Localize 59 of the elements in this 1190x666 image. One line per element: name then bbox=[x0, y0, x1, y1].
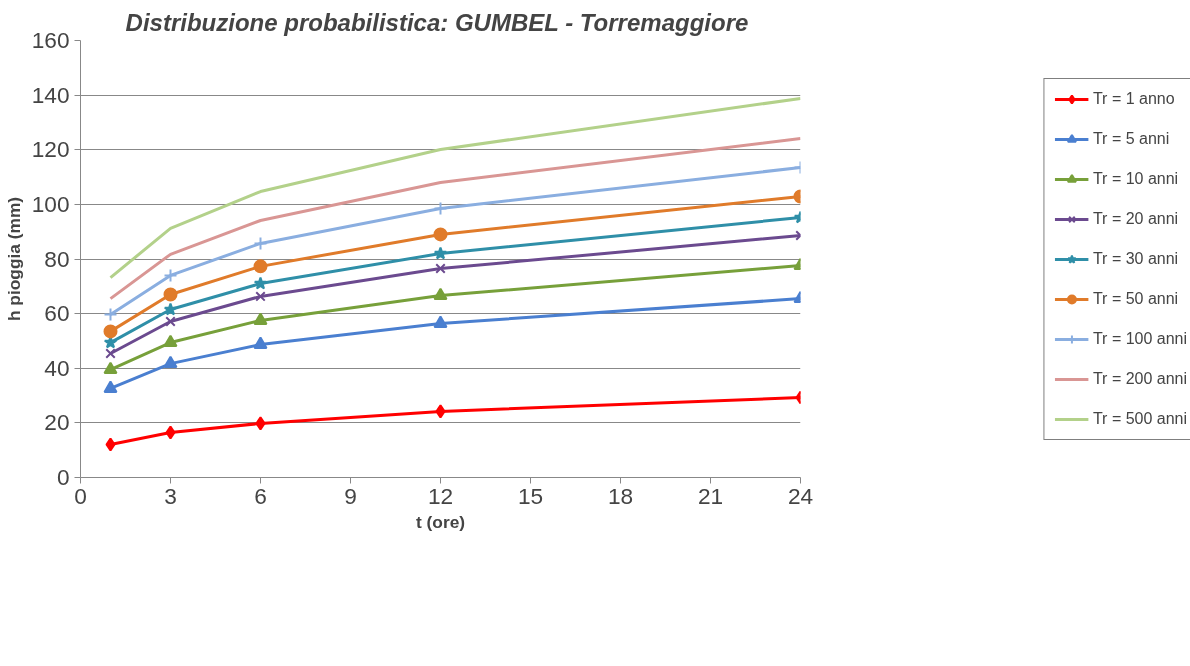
point bbox=[433, 287, 448, 301]
y-tick-label: 80 bbox=[44, 245, 70, 272]
x-tick-label: 21 bbox=[697, 482, 724, 509]
point bbox=[253, 259, 268, 274]
point bbox=[163, 268, 178, 283]
point bbox=[435, 404, 446, 419]
y-axis-title: h pioggia (mm) bbox=[3, 196, 24, 322]
line-series bbox=[109, 137, 801, 301]
x-tick-label: 24 bbox=[787, 482, 814, 509]
y-tick-label: 60 bbox=[44, 300, 70, 327]
point bbox=[255, 291, 266, 302]
x-tick-label: 9 bbox=[344, 482, 357, 509]
legend-label: Tr = 50 anni bbox=[1092, 289, 1179, 308]
point bbox=[163, 334, 178, 348]
point bbox=[435, 263, 446, 274]
y-tick-label: 120 bbox=[31, 136, 70, 163]
point bbox=[105, 348, 116, 359]
point bbox=[253, 236, 268, 251]
point bbox=[165, 316, 176, 327]
point bbox=[103, 324, 118, 339]
x-axis-title: t (ore) bbox=[415, 511, 466, 532]
point bbox=[253, 276, 268, 290]
point bbox=[255, 416, 266, 431]
legend-label: Tr = 20 anni bbox=[1092, 209, 1179, 228]
line-series bbox=[109, 96, 801, 280]
x-tick-label: 12 bbox=[427, 482, 454, 509]
point bbox=[105, 437, 116, 452]
legend-label: Tr = 5 anni bbox=[1092, 129, 1170, 148]
legend-label: Tr = 1 anno bbox=[1092, 89, 1175, 108]
point bbox=[433, 315, 448, 328]
point bbox=[433, 201, 448, 216]
legend-label: Tr = 100 anni bbox=[1092, 329, 1188, 348]
point bbox=[163, 302, 178, 316]
legend-label: Tr = 200 anni bbox=[1092, 369, 1188, 388]
point bbox=[165, 425, 176, 440]
x-tick-label: 15 bbox=[517, 482, 544, 509]
legend-label: Tr = 30 anni bbox=[1092, 249, 1179, 268]
chart-title: Distribuzione probabilistica: GUMBEL - Torremaggiore bbox=[125, 8, 749, 36]
legend-label: Tr = 10 anni bbox=[1092, 169, 1179, 188]
point bbox=[433, 246, 448, 260]
y-tick-label: 20 bbox=[44, 409, 70, 436]
point bbox=[433, 227, 448, 242]
y-tick-label: 100 bbox=[31, 190, 70, 217]
point bbox=[253, 312, 268, 325]
x-tick-label: 0 bbox=[74, 482, 87, 509]
x-tick-label: 6 bbox=[254, 482, 267, 509]
y-tick-label: 160 bbox=[31, 27, 70, 53]
point bbox=[253, 336, 268, 349]
y-tick-label: 140 bbox=[31, 81, 70, 108]
y-tick-label: 0 bbox=[56, 464, 70, 490]
point bbox=[103, 307, 118, 322]
point bbox=[163, 287, 178, 302]
point bbox=[163, 355, 178, 369]
legend-label: Tr = 500 anni bbox=[1092, 409, 1188, 428]
x-tick-label: 3 bbox=[164, 482, 177, 509]
point bbox=[103, 361, 118, 375]
x-tick-label: 18 bbox=[607, 482, 634, 509]
point bbox=[103, 380, 118, 393]
y-tick-label: 40 bbox=[44, 354, 70, 381]
